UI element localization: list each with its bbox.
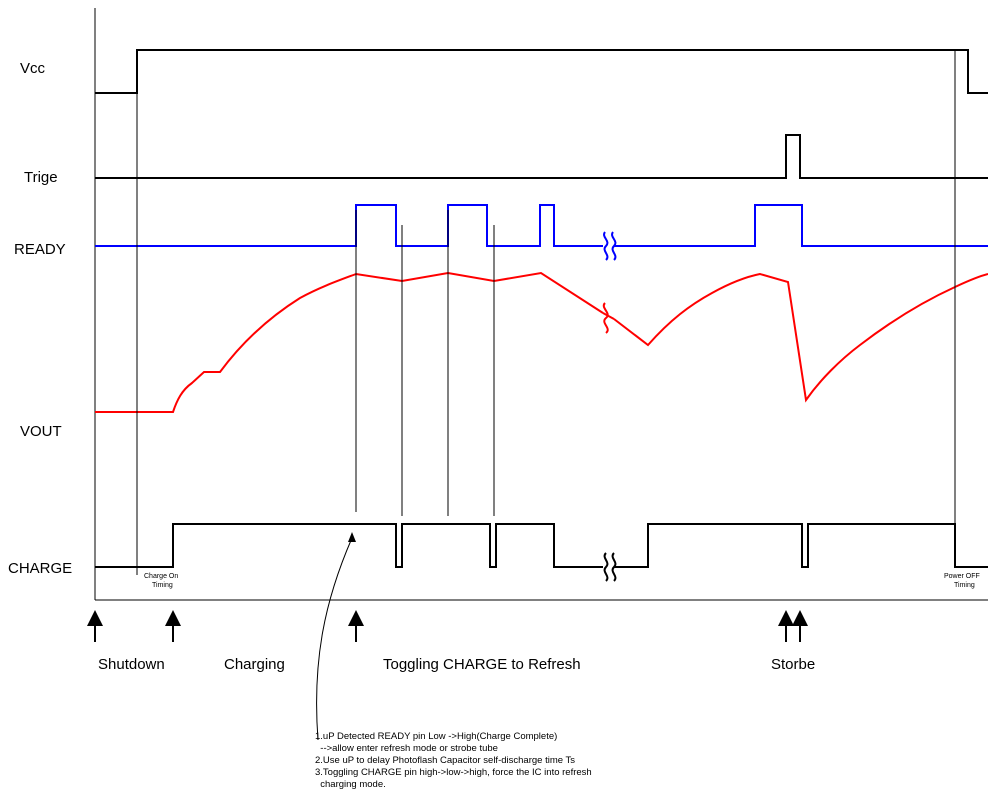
charge-trace <box>95 523 603 568</box>
phase-charging: Charging <box>224 656 285 673</box>
note-line-2: -->allow enter refresh mode or strobe tu… <box>315 743 498 754</box>
phase-toggling: Toggling CHARGE to Refresh <box>383 656 581 673</box>
trige-label: Trige <box>24 169 58 186</box>
power-off-timing-label: Timing <box>954 582 975 589</box>
callout-arrow-icon <box>348 532 356 542</box>
charge-label: CHARGE <box>8 560 72 577</box>
phase-shutdown: Shutdown <box>98 656 165 673</box>
vout-break-link <box>602 312 615 320</box>
charge-trace-after-break <box>614 523 988 568</box>
charge-on-timing-label: Timing <box>152 582 173 589</box>
vcc-trace <box>95 49 988 94</box>
note-line-1: 1.uP Detected READY pin Low ->High(Charg… <box>315 731 557 742</box>
power-off-label: Power OFF <box>944 573 980 580</box>
vout-trace <box>95 271 604 413</box>
vout-trace-after-break <box>613 272 988 403</box>
ready-trace-after-break <box>614 204 988 247</box>
charge-break-mark-2 <box>611 552 617 582</box>
callout-leader <box>316 537 353 741</box>
trige-trace <box>95 134 988 179</box>
charge-on-label: Charge On <box>144 573 178 580</box>
note-line-5: charging mode. <box>315 779 386 790</box>
vout-break-mark <box>602 302 609 334</box>
phase-strobe: Storbe <box>771 656 815 673</box>
charge-break-mark <box>603 552 609 582</box>
vout-label: VOUT <box>20 423 62 440</box>
vcc-label: Vcc <box>20 60 46 77</box>
ready-break-mark-2 <box>611 231 617 261</box>
note-line-3: 2.Use uP to delay Photoflash Capacitor s… <box>315 755 575 766</box>
note-line-4: 3.Toggling CHARGE pin high->low->high, f… <box>315 767 592 778</box>
ready-label: READY <box>14 241 66 258</box>
ready-trace <box>95 204 603 247</box>
ready-break-mark <box>603 231 609 261</box>
